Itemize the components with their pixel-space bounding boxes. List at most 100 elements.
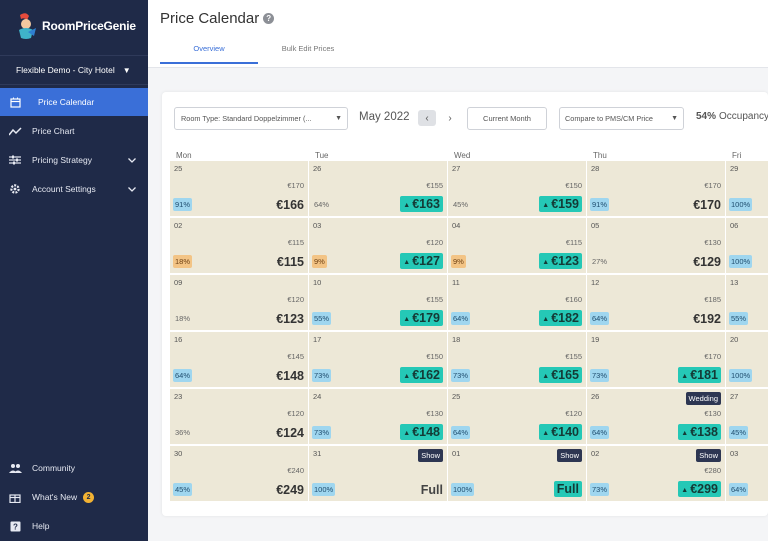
reference-price: €185 <box>704 295 721 304</box>
arrow-up-icon: ▲ <box>681 430 689 437</box>
nav-community[interactable]: Community <box>0 454 148 482</box>
next-month-button[interactable]: › <box>444 110 456 126</box>
calendar-day-cell[interactable]: 20 100% <box>726 332 768 387</box>
price-value: €162 <box>412 368 440 382</box>
calendar-day-cell[interactable]: 09 €120 18% €123 <box>170 275 308 330</box>
calendar-day-cell[interactable]: 31 Show 100% Full <box>309 446 447 501</box>
event-badge: Show <box>418 449 443 462</box>
calendar-day-cell[interactable]: 12 €185 64% €192 <box>587 275 725 330</box>
calendar-day-cell[interactable]: 03 €120 9% ▲ €127 <box>309 218 447 273</box>
price-value: €163 <box>412 197 440 211</box>
recommended-price: Full <box>553 481 582 497</box>
price-value: €115 <box>276 255 304 269</box>
calendar-day-cell[interactable]: 01 Show 100% Full <box>448 446 586 501</box>
recommended-price: ▲ €163 <box>400 196 443 212</box>
weekday-label: Mon <box>176 151 192 160</box>
price-value: €148 <box>276 369 304 383</box>
recommended-price: ▲ €182 <box>539 310 582 326</box>
calendar-day-cell[interactable]: 28 €170 91% €170 <box>587 161 725 216</box>
day-number: 18 <box>452 335 461 344</box>
day-number: 03 <box>313 221 322 230</box>
calendar-day-cell[interactable]: 26 Wedding €130 64% ▲ €138 <box>587 389 725 444</box>
occupancy-badge: 91% <box>173 198 193 211</box>
calendar-day-cell[interactable]: 04 €115 9% ▲ €123 <box>448 218 586 273</box>
nav-pricing-strategy[interactable]: Pricing Strategy <box>0 146 148 174</box>
calendar-day-cell[interactable]: 25 €120 64% ▲ €140 <box>448 389 586 444</box>
reference-price: €170 <box>287 181 304 190</box>
calendar-day-cell[interactable]: 11 €160 64% ▲ €182 <box>448 275 586 330</box>
recommended-price: €148 <box>276 369 304 383</box>
reference-price: €130 <box>704 409 721 418</box>
calendar-day-cell[interactable]: 29 100% <box>726 161 768 216</box>
calendar-day-cell[interactable]: 03 64% <box>726 446 768 501</box>
calendar-day-cell[interactable]: 30 €240 45% €249 <box>170 446 308 501</box>
chevron-left-icon: ‹ <box>425 112 429 124</box>
nav-help[interactable]: ? Help <box>0 512 148 540</box>
recommended-price: €129 <box>693 255 721 269</box>
prev-month-button[interactable]: ‹ <box>418 110 436 126</box>
occupancy-badge: 64% <box>590 426 610 439</box>
reference-price: €155 <box>565 352 582 361</box>
calendar-day-cell[interactable]: 16 €145 64% €148 <box>170 332 308 387</box>
calendar-day-cell[interactable]: 10 €155 55% ▲ €179 <box>309 275 447 330</box>
calendar-day-cell[interactable]: 05 €130 27% €129 <box>587 218 725 273</box>
page-title: Price Calendar? <box>160 10 275 27</box>
calendar-day-cell[interactable]: 06 100% <box>726 218 768 273</box>
recommended-price: €249 <box>276 483 304 497</box>
event-badge: Wedding <box>685 392 721 405</box>
current-month-button[interactable]: Current Month <box>467 107 547 130</box>
day-number: 26 <box>591 392 600 401</box>
occupancy-badge: 64% <box>590 312 610 325</box>
occupancy-badge: 45% <box>173 483 193 496</box>
reference-price: €130 <box>704 238 721 247</box>
arrow-up-icon: ▲ <box>403 316 411 323</box>
hotel-selector[interactable]: Flexible Demo - City Hotel ▼ <box>0 55 148 85</box>
tab-bulk-edit-prices[interactable]: Bulk Edit Prices <box>281 44 335 53</box>
gear-icon <box>8 182 22 196</box>
recommended-price: €170 <box>693 198 721 212</box>
day-number: 02 <box>591 449 600 458</box>
price-value: €138 <box>690 425 718 439</box>
calendar-day-cell[interactable]: 27 45% <box>726 389 768 444</box>
recommended-price: €192 <box>693 312 721 326</box>
nav-whats-new[interactable]: What's New 2 <box>0 483 148 511</box>
brand-logo[interactable]: RoomPriceGenie <box>14 12 136 40</box>
chevron-right-icon: › <box>448 112 452 124</box>
occupancy-badge: 91% <box>590 198 610 211</box>
reference-price: €145 <box>287 352 304 361</box>
occupancy-badge: 100% <box>729 369 753 382</box>
new-count-badge: 2 <box>83 491 95 503</box>
calendar-day-cell[interactable]: 27 €150 45% ▲ €159 <box>448 161 586 216</box>
nav-account-settings[interactable]: Account Settings <box>0 175 148 203</box>
calendar-day-cell[interactable]: 24 €130 73% ▲ €148 <box>309 389 447 444</box>
day-number: 31 <box>313 449 322 458</box>
calendar-day-cell[interactable]: 02 Show €280 73% ▲ €299 <box>587 446 725 501</box>
occupancy-label: Occupancy <box>719 111 768 122</box>
calendar-day-cell[interactable]: 17 €150 73% ▲ €162 <box>309 332 447 387</box>
day-number: 09 <box>174 278 183 287</box>
recommended-price: ▲ €123 <box>539 253 582 269</box>
reference-price: €170 <box>704 352 721 361</box>
calendar-day-cell[interactable]: 18 €155 73% ▲ €165 <box>448 332 586 387</box>
help-circle-icon[interactable]: ? <box>263 13 275 24</box>
nav-price-calendar[interactable]: Price Calendar <box>0 88 148 116</box>
price-value: €166 <box>276 198 304 212</box>
day-number: 03 <box>730 449 739 458</box>
calendar-day-cell[interactable]: 13 55% <box>726 275 768 330</box>
chevron-down-icon <box>128 185 136 194</box>
compare-select[interactable]: Compare to PMS/CM Price ▼ <box>559 107 684 130</box>
arrow-up-icon: ▲ <box>681 487 689 494</box>
day-number: 10 <box>313 278 322 287</box>
room-type-select[interactable]: Room Type: Standard Doppelzimmer (... ▼ <box>174 107 348 130</box>
reference-price: €155 <box>426 181 443 190</box>
day-number: 17 <box>313 335 322 344</box>
price-value: €129 <box>693 255 721 269</box>
calendar-day-cell[interactable]: 02 €115 18% €115 <box>170 218 308 273</box>
nav-price-chart[interactable]: Price Chart <box>0 117 148 145</box>
calendar-day-cell[interactable]: 23 €120 36% €124 <box>170 389 308 444</box>
calendar-day-cell[interactable]: 19 €170 73% ▲ €181 <box>587 332 725 387</box>
occupancy-badge: 9% <box>312 255 327 268</box>
calendar-day-cell[interactable]: 26 €155 64% ▲ €163 <box>309 161 447 216</box>
calendar-day-cell[interactable]: 25 €170 91% €166 <box>170 161 308 216</box>
tab-overview[interactable]: Overview <box>160 44 258 64</box>
